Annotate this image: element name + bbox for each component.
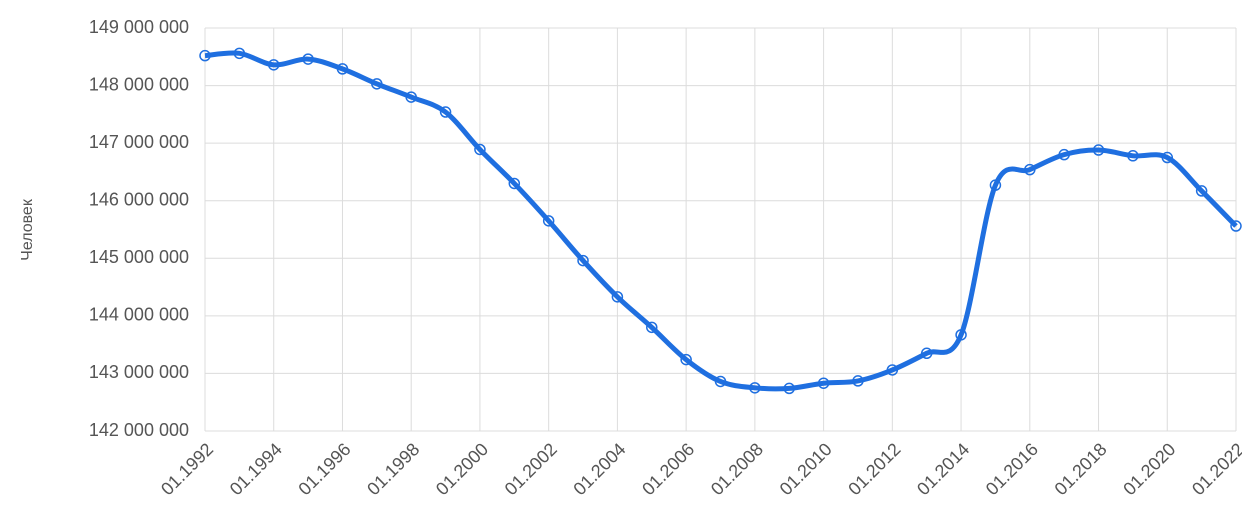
point <box>611 291 624 303</box>
x-tick-label: 01.1992 <box>157 439 217 499</box>
point <box>646 321 658 334</box>
point <box>474 143 486 156</box>
point <box>852 375 864 387</box>
point <box>1161 151 1174 164</box>
x-tick-label: 01.2020 <box>1119 439 1179 499</box>
point <box>749 382 761 394</box>
point <box>1230 220 1242 232</box>
y-tick-label: 143 000 000 <box>89 362 189 382</box>
x-tick-label: 01.2002 <box>501 439 561 499</box>
x-tick-label: 01.2000 <box>432 439 492 499</box>
y-tick-label: 144 000 000 <box>89 305 189 325</box>
x-tick-label: 01.1998 <box>363 439 423 499</box>
x-tick-label: 01.2004 <box>569 439 629 499</box>
y-tick-label: 142 000 000 <box>89 420 189 440</box>
point <box>783 382 795 395</box>
point <box>1127 150 1139 162</box>
point <box>1092 144 1105 156</box>
point <box>714 375 727 388</box>
point <box>1024 163 1036 176</box>
point <box>955 329 967 341</box>
point <box>886 364 899 376</box>
x-tick-label: 01.1996 <box>294 439 354 499</box>
x-tick-label: 01.2014 <box>913 439 973 499</box>
x-tick-label: 01.2018 <box>1051 439 1111 499</box>
point <box>817 377 830 389</box>
point <box>1058 148 1070 161</box>
point <box>233 47 246 60</box>
y-tick-label: 149 000 000 <box>89 17 189 37</box>
point <box>371 78 383 90</box>
x-tick-label: 01.2010 <box>776 439 836 499</box>
point <box>920 347 933 360</box>
point <box>267 59 280 71</box>
point <box>199 49 211 62</box>
line <box>204 50 1238 392</box>
y-axis-label: Человек <box>19 198 36 261</box>
y-tick-label: 146 000 000 <box>89 189 189 209</box>
point <box>577 254 589 267</box>
point <box>508 177 521 190</box>
y-tick-label: 145 000 000 <box>89 247 189 267</box>
point <box>1195 185 1208 197</box>
point <box>302 53 314 65</box>
y-tick-label: 147 000 000 <box>89 132 189 152</box>
x-tick-label: 01.2016 <box>982 439 1042 499</box>
x-tick-label: 01.2006 <box>638 439 698 499</box>
x-tick-label: 01.2022 <box>1188 439 1242 499</box>
x-tick-label: 01.2012 <box>844 439 904 499</box>
point <box>336 63 349 75</box>
point <box>680 353 692 366</box>
point <box>405 91 417 103</box>
x-tick-label: 01.2008 <box>707 439 767 499</box>
point <box>989 179 1002 191</box>
point <box>542 215 555 227</box>
point <box>439 106 452 118</box>
x-tick-label: 01.1994 <box>226 439 286 499</box>
y-tick-label: 148 000 000 <box>89 74 189 94</box>
